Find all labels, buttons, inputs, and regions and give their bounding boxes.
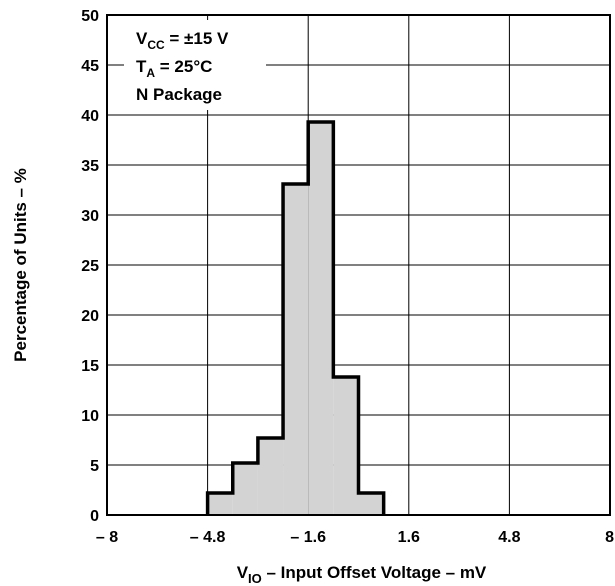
y-tick-label: 50 bbox=[81, 8, 99, 25]
histogram-bar bbox=[232, 463, 258, 515]
histogram-bar bbox=[207, 493, 233, 515]
x-tick-label: – 1.6 bbox=[290, 529, 326, 546]
plot-frame bbox=[106, 14, 611, 516]
annotation-vcc: VCC = ±15 V bbox=[136, 29, 229, 52]
x-axis-title-symbol: V bbox=[237, 563, 249, 582]
histogram-bar bbox=[333, 377, 359, 515]
annotation-package: N Package bbox=[136, 85, 222, 104]
x-tick-label: – 4.8 bbox=[190, 529, 226, 546]
y-tick-label: 0 bbox=[90, 508, 99, 525]
y-tick-label: 5 bbox=[90, 458, 99, 475]
annotation-ta-subscript: A bbox=[146, 66, 155, 80]
histogram-bar bbox=[358, 493, 384, 515]
y-tick-label: 15 bbox=[81, 358, 99, 375]
x-axis-title-subscript: IO bbox=[248, 571, 262, 586]
annotation-ta-value: = 25°C bbox=[155, 57, 212, 76]
y-tick-label: 30 bbox=[81, 208, 99, 225]
y-tick-label: 20 bbox=[81, 308, 99, 325]
histogram-bars bbox=[205, 120, 386, 515]
annotation-package-text: N Package bbox=[136, 85, 222, 104]
x-axis-title-text: – Input Offset Voltage – mV bbox=[262, 563, 487, 582]
y-axis-title: Percentage of Units – % bbox=[11, 168, 30, 362]
annotation-vcc-subscript: CC bbox=[147, 38, 165, 52]
annotation-box-background bbox=[124, 20, 266, 110]
x-tick-labels: – 8 – 4.8 – 1.6 1.6 4.8 8 bbox=[96, 529, 614, 546]
histogram-bar bbox=[257, 438, 284, 515]
histogram-outline bbox=[205, 120, 386, 515]
y-tick-label: 45 bbox=[81, 58, 99, 75]
y-tick-label: 10 bbox=[81, 408, 99, 425]
histogram-bar bbox=[308, 122, 334, 515]
annotation-ta-symbol: T bbox=[136, 57, 147, 76]
annotation-vcc-value: = ±15 V bbox=[165, 29, 229, 48]
x-axis-title: VIO – Input Offset Voltage – mV bbox=[237, 563, 487, 586]
y-tick-labels: 0 5 10 15 20 25 30 35 40 45 50 bbox=[81, 8, 99, 525]
annotation-vcc-symbol: V bbox=[136, 29, 148, 48]
annotation-ta: TA = 25°C bbox=[136, 57, 212, 80]
x-tick-label: 4.8 bbox=[498, 529, 520, 546]
x-tick-label: 1.6 bbox=[398, 529, 420, 546]
y-tick-label: 35 bbox=[81, 158, 99, 175]
annotation-box: VCC = ±15 V TA = 25°C N Package bbox=[124, 20, 266, 110]
histogram-bar bbox=[283, 184, 309, 515]
x-tick-label: – 8 bbox=[96, 529, 118, 546]
y-tick-label: 25 bbox=[81, 258, 99, 275]
y-tick-label: 40 bbox=[81, 108, 99, 125]
x-tick-label: 8 bbox=[605, 529, 614, 546]
